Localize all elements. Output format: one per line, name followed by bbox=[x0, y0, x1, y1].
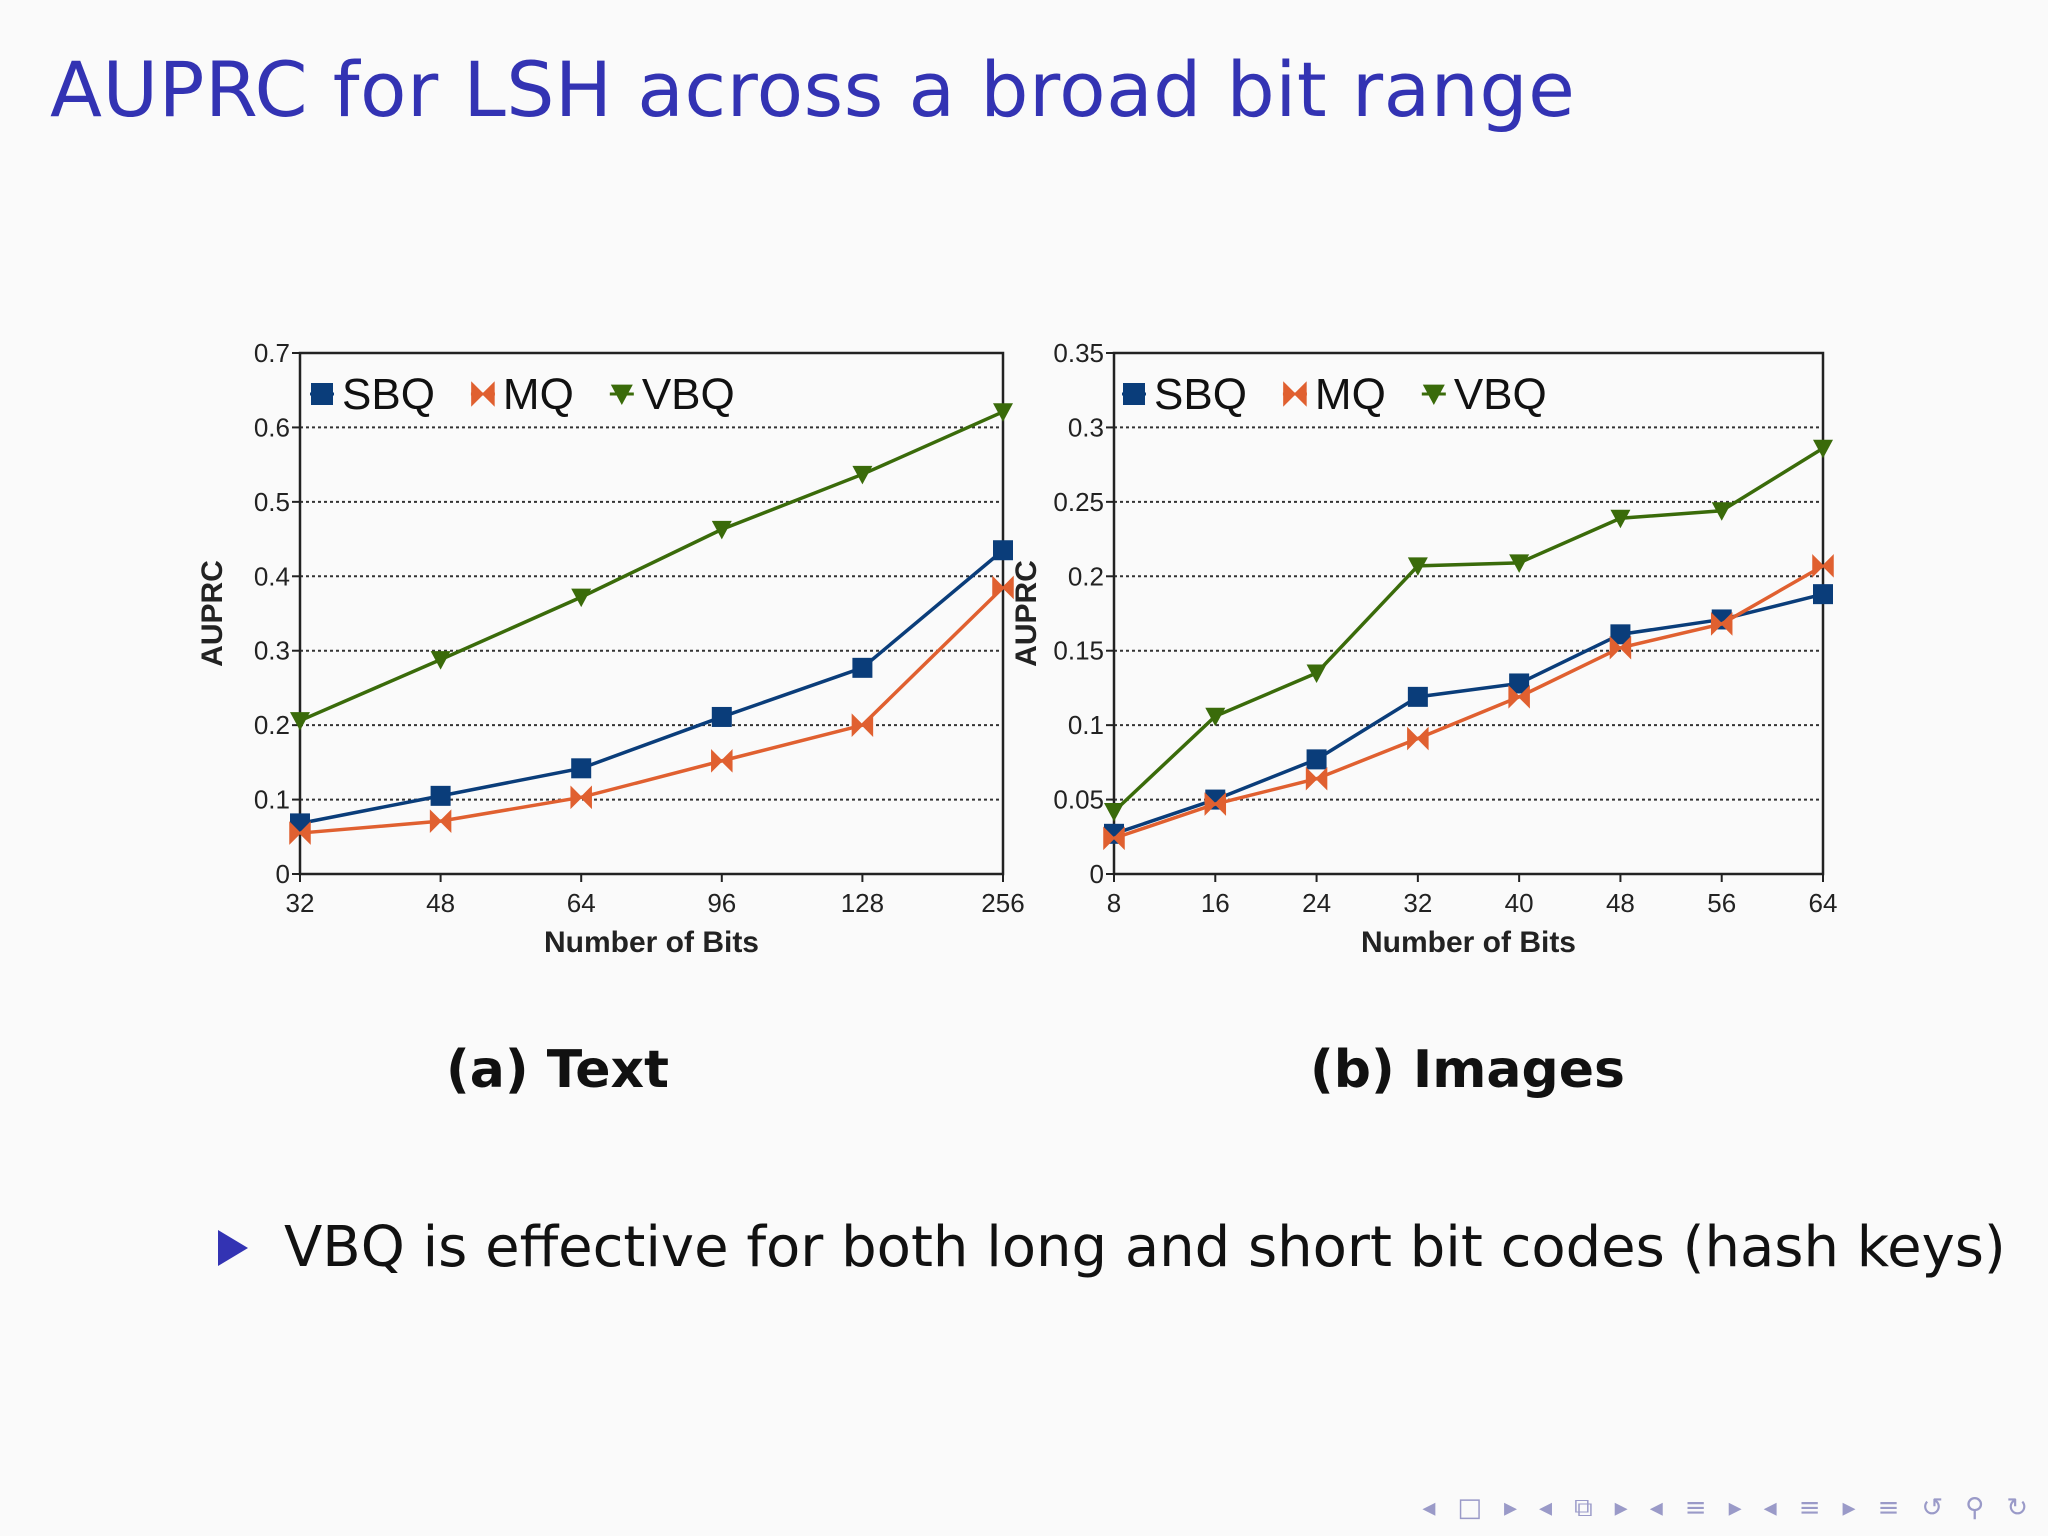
nav-glyph-icon[interactable]: ↺ bbox=[1921, 1493, 1944, 1523]
data-point-vbq bbox=[290, 712, 310, 731]
legend-label: SBQ bbox=[342, 370, 435, 419]
legend-label: VBQ bbox=[642, 370, 735, 419]
y-tick-label: 0.1 bbox=[254, 785, 290, 815]
data-point-sbq bbox=[711, 706, 732, 727]
nav-glyph-icon[interactable]: ▸ bbox=[1503, 1493, 1518, 1523]
bullet-triangle-icon bbox=[218, 1229, 248, 1266]
legend-marker bbox=[311, 383, 333, 405]
y-tick-label: 0 bbox=[276, 859, 290, 889]
y-tick-label: 0.7 bbox=[254, 338, 290, 368]
legend-marker bbox=[610, 384, 633, 405]
nav-glyph-icon[interactable]: ≡ bbox=[1877, 1493, 1900, 1523]
nav-glyph-icon[interactable]: ◂ bbox=[1649, 1493, 1663, 1523]
plot-frame bbox=[298, 351, 1005, 876]
legend-label: MQ bbox=[503, 370, 574, 419]
x-tick-label: 64 bbox=[567, 888, 596, 918]
data-point-sbq bbox=[571, 758, 592, 779]
data-point-vbq bbox=[852, 465, 873, 485]
x-tick-label: 48 bbox=[426, 888, 455, 918]
data-point-vbq bbox=[571, 588, 592, 608]
data-point-vbq bbox=[711, 520, 732, 540]
data-point-mq bbox=[992, 575, 1014, 600]
y-tick-label: 0.3 bbox=[254, 636, 290, 666]
caption-images: (b) Images bbox=[1310, 1040, 1625, 1100]
x-tick-label: 256 bbox=[981, 888, 1024, 918]
series-line-vbq bbox=[299, 410, 1004, 723]
bullet-item: VBQ is effective for both long and short… bbox=[218, 1215, 2006, 1280]
nav-glyph-icon[interactable]: ▸ bbox=[1842, 1493, 1856, 1523]
nav-glyph-icon[interactable]: ≡ bbox=[1798, 1493, 1821, 1523]
data-point-mq bbox=[711, 749, 733, 773]
nav-glyph-icon[interactable]: ⚲ bbox=[1965, 1493, 1985, 1523]
nav-glyph-icon[interactable]: ▸ bbox=[1728, 1493, 1742, 1523]
nav-glyph-icon[interactable]: ◂ bbox=[1763, 1493, 1777, 1523]
nav-glyph-icon[interactable]: ⧉ bbox=[1574, 1493, 1593, 1523]
nav-glyph-icon[interactable]: □ bbox=[1457, 1493, 1482, 1523]
x-tick-label: 32 bbox=[286, 888, 315, 918]
data-point-vbq bbox=[430, 651, 451, 670]
series-line-sbq bbox=[299, 548, 1005, 826]
series-line-mq bbox=[299, 586, 1005, 835]
nav-glyph-icon[interactable]: ↻ bbox=[2006, 1493, 2028, 1523]
y-tick-label: 0.6 bbox=[254, 412, 290, 442]
data-point-sbq bbox=[852, 657, 873, 678]
nav-glyph-icon[interactable]: ≡ bbox=[1684, 1493, 1707, 1523]
data-point-mq bbox=[289, 821, 311, 845]
data-point-vbq bbox=[993, 403, 1013, 422]
nav-glyph-icon[interactable]: ◂ bbox=[1422, 1493, 1436, 1523]
slide-title: AUPRC for LSH across a broad bit range bbox=[50, 45, 1576, 134]
data-point-sbq bbox=[430, 785, 451, 806]
x-tick-label: 96 bbox=[707, 888, 736, 918]
data-point-mq bbox=[570, 785, 592, 810]
data-point-mq bbox=[429, 809, 452, 833]
y-tick-label: 0.2 bbox=[254, 710, 290, 740]
y-tick-label: 0.4 bbox=[254, 561, 290, 591]
legend-marker bbox=[471, 381, 495, 407]
bullet-text: VBQ is effective for both long and short… bbox=[284, 1215, 2006, 1280]
x-tick-label: 128 bbox=[841, 888, 884, 918]
data-point-mq bbox=[851, 713, 874, 737]
data-point-sbq bbox=[993, 540, 1013, 561]
chart-text-plot: 0 0.1 0.2 0.3 0.4 0.5 0.6 0.7 32 48 64 96 128 256 Numb… bbox=[196, 338, 1025, 959]
caption-text: (a) Text bbox=[446, 1040, 669, 1100]
nav-glyph-icon[interactable]: ◂ bbox=[1539, 1493, 1553, 1523]
legend: SBQ MQ VBQ bbox=[310, 370, 735, 419]
nav-glyph-icon[interactable]: ▸ bbox=[1614, 1493, 1628, 1523]
slide-navigation: ◂ □ ▸ ◂ ⧉ ▸ ◂ ≡ ▸ ◂ ≡ ▸ ≡ ↺ ⚲ ↻ bbox=[1422, 1493, 2028, 1524]
y-tick-label: 0.5 bbox=[254, 487, 290, 517]
x-axis-label: Number of Bits bbox=[544, 926, 759, 959]
y-axis-label: AUPRC bbox=[196, 560, 229, 667]
